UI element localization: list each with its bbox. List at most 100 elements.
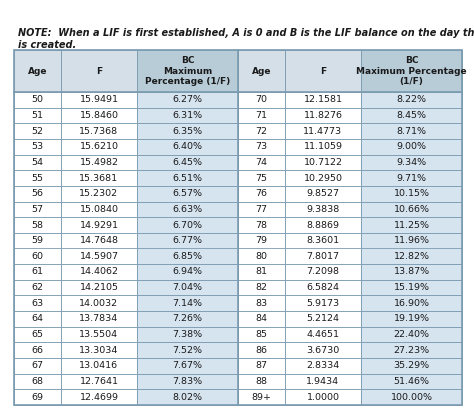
Text: 15.0840: 15.0840 [80, 205, 118, 214]
Text: 19.19%: 19.19% [393, 314, 429, 323]
Text: 14.5907: 14.5907 [80, 252, 118, 261]
Text: 8.8869: 8.8869 [306, 221, 339, 230]
Bar [238, 139, 285, 154]
Text: 8.45%: 8.45% [397, 111, 427, 120]
Text: 74: 74 [255, 158, 267, 167]
Bar [238, 311, 285, 327]
Text: 1.0000: 1.0000 [306, 393, 339, 402]
Bar [238, 358, 285, 374]
Bar [14, 154, 61, 170]
Bar [238, 202, 285, 217]
Text: 15.2302: 15.2302 [79, 189, 118, 198]
Bar [14, 139, 61, 154]
Text: F: F [96, 66, 102, 76]
Text: 9.34%: 9.34% [396, 158, 427, 167]
Text: 62: 62 [31, 283, 44, 292]
Text: 8.3601: 8.3601 [306, 236, 339, 245]
Text: 14.7648: 14.7648 [80, 236, 118, 245]
Bar [137, 327, 238, 342]
Bar [361, 311, 462, 327]
Bar [238, 389, 285, 405]
Bar [137, 233, 238, 249]
Text: 12.82%: 12.82% [393, 252, 429, 261]
Bar [137, 217, 238, 233]
Text: 13.7834: 13.7834 [79, 314, 118, 323]
Text: 15.7368: 15.7368 [79, 127, 118, 135]
Bar [238, 186, 285, 202]
Text: 53: 53 [31, 142, 44, 151]
Text: 12.4699: 12.4699 [80, 393, 118, 402]
Text: 50: 50 [31, 95, 44, 104]
Text: 83: 83 [255, 299, 267, 308]
Text: 11.1059: 11.1059 [303, 142, 342, 151]
Bar [285, 280, 361, 295]
Bar [137, 139, 238, 154]
Bar [61, 92, 137, 108]
Text: NOTE:  When a LIF is first established, A is 0 and B is the LIF balance on the d: NOTE: When a LIF is first established, A… [18, 28, 474, 38]
Text: 54: 54 [31, 158, 44, 167]
Text: is created.: is created. [18, 40, 76, 50]
Text: 5.2124: 5.2124 [306, 314, 339, 323]
Text: 67: 67 [31, 361, 44, 370]
Text: 57: 57 [31, 205, 44, 214]
Bar [137, 280, 238, 295]
Bar [14, 217, 61, 233]
Text: 13.0416: 13.0416 [79, 361, 118, 370]
Text: 6.45%: 6.45% [173, 158, 202, 167]
Bar [61, 170, 137, 186]
Bar [285, 264, 361, 280]
Bar [285, 170, 361, 186]
Text: 8.22%: 8.22% [397, 95, 427, 104]
Text: 66: 66 [31, 346, 44, 355]
Text: 84: 84 [255, 314, 267, 323]
Text: 7.26%: 7.26% [173, 314, 202, 323]
Text: 6.94%: 6.94% [173, 268, 202, 276]
Text: 4.4651: 4.4651 [306, 330, 339, 339]
Bar [361, 233, 462, 249]
Text: 51: 51 [31, 111, 44, 120]
Bar [285, 311, 361, 327]
Text: 6.70%: 6.70% [173, 221, 202, 230]
Bar [361, 327, 462, 342]
Text: 88: 88 [255, 377, 267, 386]
Text: 70: 70 [255, 95, 267, 104]
Bar [14, 249, 61, 264]
Bar [14, 374, 61, 389]
Bar [137, 154, 238, 170]
Bar [137, 186, 238, 202]
Text: BC
Maximum Percentage
(1/F): BC Maximum Percentage (1/F) [356, 56, 467, 86]
Text: 9.8527: 9.8527 [306, 189, 339, 198]
Text: 14.9291: 14.9291 [80, 221, 118, 230]
Text: 8.02%: 8.02% [173, 393, 202, 402]
Bar [137, 108, 238, 123]
Bar [61, 50, 137, 92]
Bar [361, 154, 462, 170]
Text: 7.14%: 7.14% [173, 299, 202, 308]
Bar [61, 374, 137, 389]
Text: 6.40%: 6.40% [173, 142, 202, 151]
Text: 11.4773: 11.4773 [303, 127, 343, 135]
Bar [238, 327, 285, 342]
Text: 71: 71 [255, 111, 267, 120]
Bar [285, 92, 361, 108]
Text: 81: 81 [255, 268, 267, 276]
Bar [361, 280, 462, 295]
Bar [61, 233, 137, 249]
Text: 6.51%: 6.51% [173, 173, 202, 183]
Bar [285, 50, 361, 92]
Bar [14, 202, 61, 217]
Text: F: F [320, 66, 326, 76]
Text: 60: 60 [31, 252, 44, 261]
Text: 77: 77 [255, 205, 267, 214]
Text: 27.23%: 27.23% [393, 346, 429, 355]
Bar [14, 123, 61, 139]
Bar [137, 249, 238, 264]
Bar [285, 202, 361, 217]
Bar [14, 264, 61, 280]
Text: 7.52%: 7.52% [173, 346, 202, 355]
Text: 14.4062: 14.4062 [80, 268, 118, 276]
Text: 11.25%: 11.25% [393, 221, 429, 230]
Bar [285, 233, 361, 249]
Text: 10.66%: 10.66% [393, 205, 429, 214]
Text: 82: 82 [255, 283, 267, 292]
